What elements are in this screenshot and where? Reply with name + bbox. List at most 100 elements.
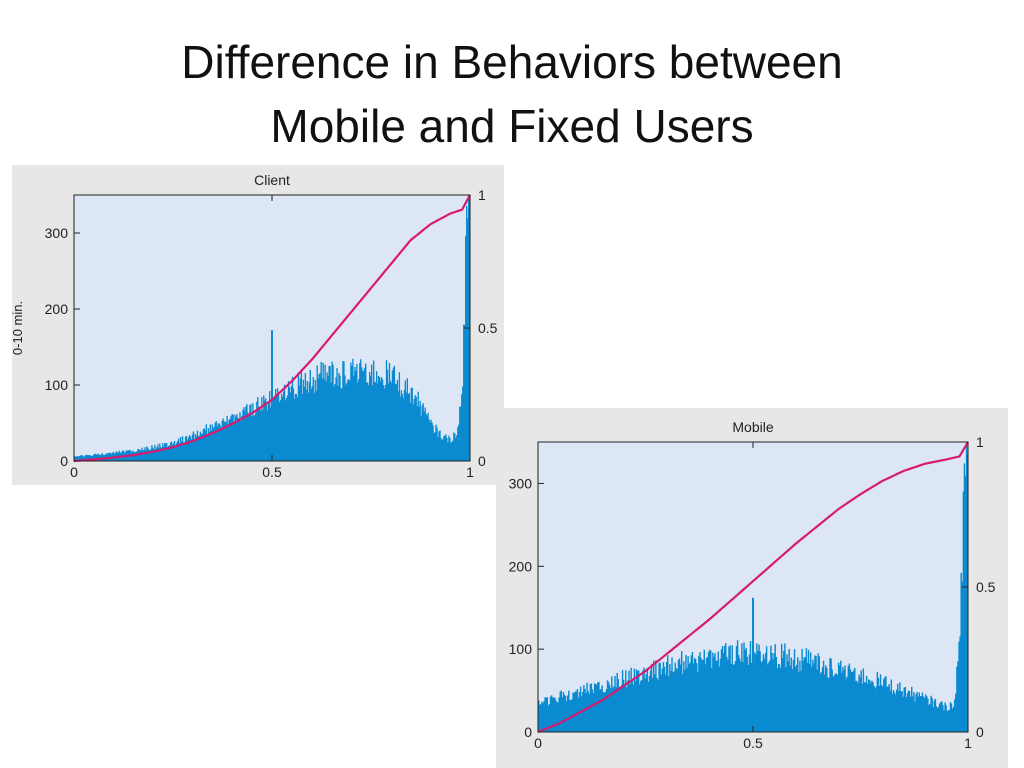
client-histogram-bar [424, 407, 426, 461]
mobile-histogram-bar [839, 665, 841, 732]
mobile-histogram-bar [877, 677, 880, 732]
client-histogram-bar [440, 437, 442, 461]
client-histogram-bar [185, 436, 188, 461]
client-histogram-bar [204, 430, 207, 461]
mobile-histogram-bar [700, 658, 702, 732]
mobile-histogram-bar [934, 698, 937, 732]
mobile-histogram-bar [919, 696, 922, 732]
client-histogram-bar [222, 418, 224, 461]
mobile-y2-tick-label: 1 [976, 434, 984, 450]
mobile-histogram-bar [936, 708, 939, 732]
client-histogram-bar [426, 415, 428, 461]
mobile-histogram-bar [780, 643, 783, 732]
mobile-histogram-bar [791, 669, 794, 732]
mobile-histogram-bar [716, 660, 718, 732]
client-histogram-bar [322, 362, 324, 461]
client-histogram-bar [404, 380, 406, 461]
mobile-histogram-bar [863, 682, 866, 732]
client-histogram-bar [333, 386, 335, 461]
mobile-histogram-bar [776, 668, 779, 732]
client-histogram-bar [355, 370, 357, 461]
mobile-histogram-bar [597, 682, 599, 732]
mobile-histogram-bar [692, 663, 695, 732]
mobile-histogram-bar [739, 658, 741, 732]
mobile-histogram-bar [680, 651, 683, 732]
client-histogram-bar [135, 451, 137, 461]
client-histogram-bar [373, 381, 376, 461]
mobile-histogram-bar [903, 687, 905, 732]
client-histogram-bar [394, 384, 397, 461]
client-histogram-bar [388, 362, 391, 461]
mobile-histogram-bar [808, 663, 811, 732]
client-histogram-bar [229, 418, 231, 461]
client-histogram-bar [177, 438, 180, 461]
client-histogram-bar [466, 205, 468, 461]
client-histogram-bar [236, 414, 238, 461]
client-histogram-bar [161, 447, 163, 461]
client-histogram-bar [460, 406, 462, 461]
mobile-histogram-bar [641, 679, 643, 732]
client-histogram-bar [379, 381, 382, 461]
mobile-histogram-bar [651, 678, 654, 732]
mobile-histogram-bar [885, 676, 887, 732]
client-histogram-bar [156, 447, 158, 461]
mobile-histogram-bar [884, 677, 886, 732]
mobile-histogram-bar [897, 683, 899, 732]
mobile-histogram-bar [912, 696, 914, 732]
client-histogram-bar [429, 422, 431, 461]
mobile-histogram-bar [771, 652, 773, 732]
mobile-histogram-bar [712, 652, 714, 732]
mobile-histogram-bar [718, 666, 721, 732]
mobile-histogram-bar [870, 683, 872, 732]
mobile-histogram-bar [699, 652, 701, 732]
client-histogram-bar [247, 412, 249, 461]
mobile-histogram-bar [604, 692, 607, 732]
client-histogram-bar [196, 430, 199, 461]
client-histogram-bar [389, 380, 392, 461]
mobile-histogram-bar [860, 670, 862, 732]
mobile-histogram-bar [763, 658, 766, 732]
mobile-histogram-bar [658, 663, 660, 732]
client-histogram-bar [251, 416, 253, 461]
mobile-histogram-bar [650, 663, 653, 732]
client-histogram-bar [337, 385, 339, 461]
mobile-histogram-bar [607, 681, 610, 732]
client-histogram-bar [311, 386, 313, 461]
mobile-histogram-bar [947, 710, 949, 732]
mobile-histogram-bar [961, 581, 963, 732]
mobile-histogram-bar [770, 645, 772, 732]
mobile-x-tick-label: 1 [964, 735, 972, 751]
mobile-histogram-bar [802, 660, 804, 732]
client-histogram-bar [324, 364, 326, 461]
client-histogram-bar [97, 454, 100, 461]
mobile-histogram-bar [576, 689, 579, 732]
client-histogram-bar [318, 373, 320, 461]
mobile-histogram-bar [773, 652, 775, 732]
client-histogram-bar [306, 380, 308, 461]
mobile-histogram-bar [930, 695, 932, 732]
mobile-histogram-bar [568, 690, 570, 732]
mobile-histogram-bar [685, 654, 687, 732]
client-histogram-spike [271, 330, 273, 461]
client-histogram-bar [465, 235, 467, 461]
client-histogram-bar [189, 436, 192, 461]
client-histogram-bar [246, 404, 248, 461]
mobile-histogram-bar [630, 667, 632, 732]
client-histogram-bar [346, 382, 348, 461]
client-histogram-bar [458, 424, 460, 461]
client-histogram-bar [224, 422, 226, 461]
client-histogram-bar [158, 448, 160, 461]
mobile-histogram-bar [653, 660, 655, 732]
client-histogram-bar [461, 394, 463, 461]
client-histogram-bar [312, 377, 314, 461]
client-histogram-bar [234, 414, 236, 461]
client-histogram-bar [370, 375, 372, 461]
mobile-histogram-bar [816, 669, 818, 732]
client-histogram-bar [178, 443, 181, 461]
mobile-histogram-bar [800, 670, 802, 732]
client-histogram-bar [133, 451, 135, 461]
mobile-histogram-bar [593, 683, 596, 732]
client-histogram-bar [216, 426, 218, 461]
client-histogram-bar [136, 451, 138, 461]
client-histogram-bar [417, 391, 419, 461]
